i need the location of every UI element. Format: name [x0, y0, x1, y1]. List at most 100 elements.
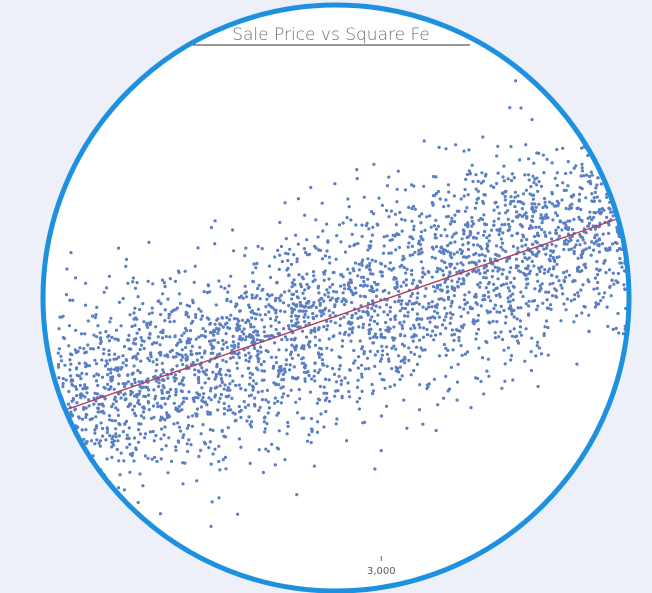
scatter-point: [531, 214, 535, 218]
scatter-point: [593, 190, 597, 194]
scatter-point: [160, 427, 164, 431]
scatter-point: [290, 343, 294, 347]
scatter-point: [607, 268, 612, 272]
scatter-point: [219, 285, 223, 289]
scatter-point: [84, 406, 88, 410]
scatter-point: [112, 387, 116, 391]
scatter-point: [141, 484, 145, 488]
scatter-point: [595, 129, 599, 133]
scatter-point: [114, 399, 118, 403]
scatter-point: [442, 260, 446, 264]
scatter-point: [314, 246, 318, 250]
scatter-point: [315, 314, 319, 318]
chart-title: Sale Price vs Square Fe: [232, 25, 430, 45]
scatter-point: [525, 237, 529, 242]
scatter-point: [263, 313, 267, 317]
scatter-point: [150, 342, 154, 346]
scatter-point: [433, 309, 437, 313]
scatter-point: [381, 251, 386, 255]
scatter-point: [163, 284, 167, 289]
scatter-point: [97, 402, 101, 406]
scatter-point: [265, 422, 269, 426]
scatter-point: [291, 302, 295, 306]
scatter-point: [532, 264, 536, 268]
scatter-point: [241, 296, 245, 300]
scatter-point: [566, 160, 570, 164]
scatter-point: [400, 342, 404, 346]
scatter-point: [147, 393, 151, 397]
scatter-point: [605, 195, 609, 199]
scatter-point: [174, 355, 178, 359]
scatter-point: [446, 250, 450, 254]
scatter-point: [363, 295, 367, 299]
scatter-point: [186, 449, 190, 454]
scatter-point: [303, 288, 307, 292]
scatter-point: [107, 349, 111, 353]
scatter-point: [511, 298, 515, 302]
scatter-point: [93, 442, 97, 446]
scatter-point: [372, 280, 377, 284]
scatter-point: [262, 330, 266, 334]
scatter-point: [452, 338, 456, 343]
scatter-point: [186, 415, 190, 419]
scatter-point: [371, 335, 376, 339]
scatter-point: [304, 309, 308, 313]
scatter-point: [290, 356, 294, 360]
scatter-point: [365, 284, 369, 288]
scatter-point: [253, 346, 257, 350]
scatter-point: [72, 485, 76, 489]
scatter-point: [332, 372, 337, 376]
scatter-point: [450, 219, 454, 223]
scatter-point: [470, 306, 474, 311]
scatter-point: [455, 262, 459, 266]
scatter-point: [618, 261, 622, 265]
scatter-point: [400, 217, 404, 221]
scatter-point: [166, 397, 170, 401]
scatter-point: [394, 347, 398, 351]
scatter-point: [270, 442, 274, 446]
scatter-point: [130, 451, 135, 455]
scatter-point: [327, 378, 331, 382]
scatter-point: [335, 417, 339, 421]
scatter-point: [445, 234, 449, 238]
scatter-point: [116, 366, 120, 370]
scatter-point: [167, 316, 171, 320]
scatter-point: [316, 351, 320, 355]
scatter-point: [128, 313, 132, 317]
scatter-point: [253, 317, 258, 321]
scatter-point: [327, 337, 331, 341]
scatter-point: [225, 345, 229, 350]
scatter-point: [395, 280, 399, 284]
scatter-point: [331, 366, 335, 371]
scatter-point: [610, 171, 614, 175]
scatter-point: [243, 338, 248, 342]
scatter-point: [149, 320, 153, 324]
scatter-point: [452, 332, 457, 336]
scatter-point: [354, 311, 358, 315]
scatter-point: [498, 267, 502, 271]
scatter-point: [247, 382, 252, 386]
scatter-point: [442, 205, 446, 209]
scatter-point: [550, 273, 554, 278]
scatter-point: [229, 408, 233, 412]
scatter-point: [406, 314, 410, 318]
scatter-point: [435, 266, 440, 270]
scatter-point: [287, 327, 291, 331]
scatter-point: [76, 349, 80, 353]
scatter-point: [508, 329, 512, 333]
scatter-point: [201, 423, 205, 427]
scatter-point: [100, 358, 104, 362]
scatter-point: [492, 219, 496, 223]
scatter-point: [605, 305, 609, 309]
scatter-point: [222, 401, 226, 406]
scatter-point: [83, 395, 87, 399]
scatter-point: [515, 317, 519, 321]
scatter-point: [615, 225, 619, 229]
scatter-point: [197, 335, 201, 339]
scatter-point: [465, 172, 469, 177]
scatter-point: [78, 383, 82, 387]
scatter-point: [248, 305, 252, 309]
scatter-point: [508, 225, 512, 229]
scatter-point: [535, 344, 539, 348]
scatter-point: [345, 439, 349, 443]
